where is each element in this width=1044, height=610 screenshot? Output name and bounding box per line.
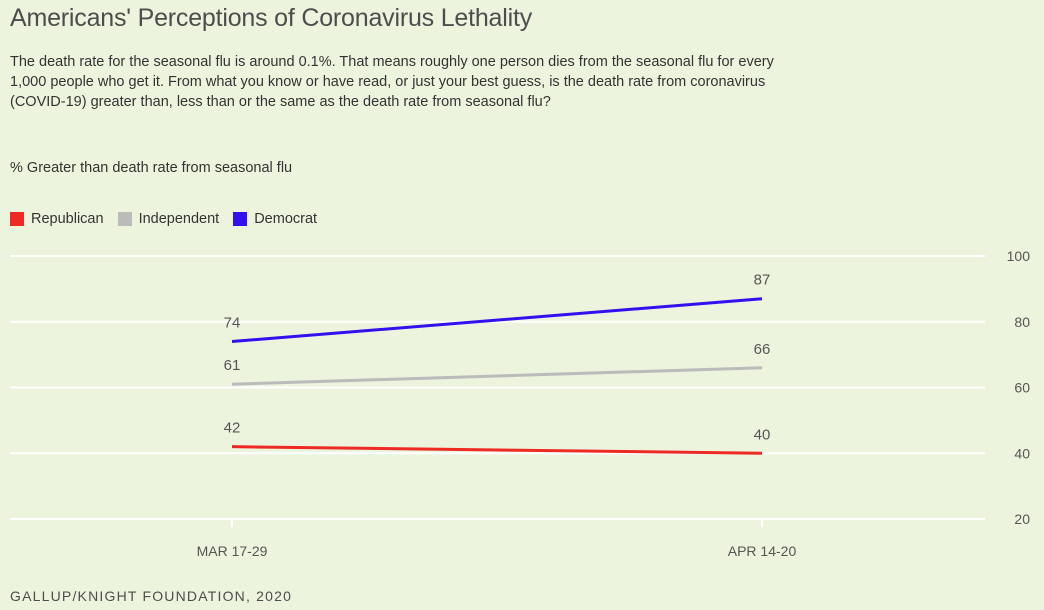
y-tick-label-80: 80 (1014, 314, 1030, 330)
y-tick-label-20: 20 (1014, 511, 1030, 527)
legend-item-democrat: Democrat (233, 211, 317, 227)
chart-title: Americans' Perceptions of Coronavirus Le… (10, 4, 533, 32)
legend-label-republican: Republican (31, 211, 104, 227)
legend-swatch-independent (117, 212, 132, 226)
legend-label-independent: Independent (138, 211, 220, 227)
data-label-republican-0: 42 (224, 420, 241, 437)
data-label-independent-1: 66 (754, 341, 771, 358)
x-tick-label-0: MAR 17-29 (197, 543, 268, 559)
data-label-independent-0: 61 (224, 357, 241, 374)
legend: Republican Independent Democrat (10, 211, 331, 227)
legend-swatch-republican (10, 212, 24, 226)
x-tick-label-1: APR 14-20 (728, 543, 797, 559)
series-line-republican (231, 445, 763, 455)
y-tick-label-40: 40 (1014, 445, 1030, 461)
source-label: GALLUP/KNIGHT FOUNDATION, 2020 (10, 588, 293, 604)
data-label-republican-1: 40 (754, 426, 771, 443)
series-line-independent (231, 366, 763, 386)
chart-subtitle: The death rate for the seasonal flu is a… (10, 54, 774, 110)
legend-item-independent: Independent (117, 211, 220, 227)
legend-item-republican: Republican (10, 211, 104, 227)
metric-label: % Greater than death rate from seasonal … (10, 160, 293, 176)
data-label-democrat-1: 87 (754, 272, 771, 289)
data-label-democrat-0: 74 (224, 314, 241, 331)
y-tick-label-60: 60 (1014, 380, 1030, 396)
legend-swatch-democrat (233, 212, 248, 226)
y-tick-label-100: 100 (1007, 248, 1031, 264)
legend-label-democrat: Democrat (254, 211, 318, 227)
series-line-democrat (231, 297, 763, 343)
